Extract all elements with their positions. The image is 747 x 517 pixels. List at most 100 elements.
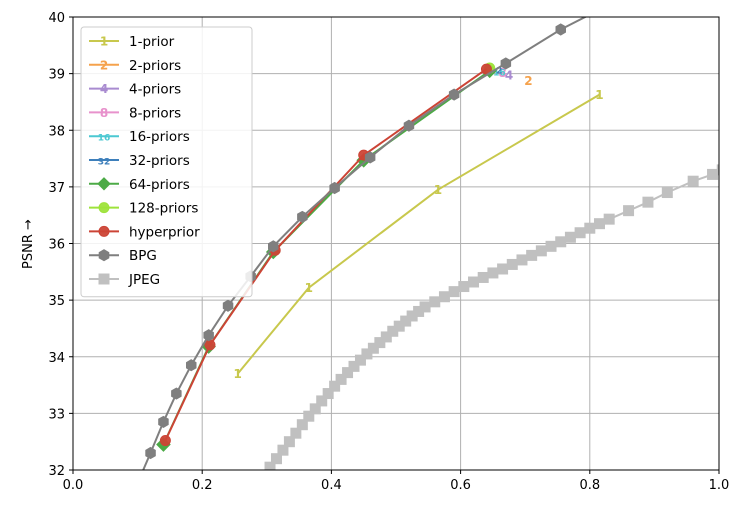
x-tick-label: 0.0 [63,478,84,493]
data-point: 1 [595,88,603,102]
data-point [526,249,538,261]
data-point [186,359,197,372]
data-point: 8 [498,66,506,80]
data-point [204,339,216,351]
data-point [348,360,360,372]
data-point [429,296,441,308]
legend-item: hyperprior [89,224,200,240]
svg-text:16: 16 [98,134,111,144]
data-point [159,435,171,447]
y-axis: 32 33 34 35 36 37 38 39 40 [48,11,73,479]
legend-label: JPEG [128,272,160,288]
data-point [448,286,460,298]
y-tick-label: 36 [48,238,65,253]
legend-swatch-marker: 16 [98,134,111,144]
data-point [222,299,234,312]
x-tick-label: 1.0 [709,478,730,493]
data-point [171,387,182,400]
data-point [268,240,279,253]
data-point [687,175,699,187]
legend-item: 8 8-priors [89,105,181,121]
legend-swatch-marker: 4 [100,82,108,96]
data-point [500,57,512,70]
y-axis-label: PSNR → [21,219,36,269]
legend-item: JPEG [89,272,160,288]
legend-item: 128-priors [89,201,198,217]
series-8-priors: 8 [498,66,506,80]
data-point [145,446,156,460]
data-point [448,88,460,101]
legend-label: 1-prior [129,34,175,50]
svg-text:1: 1 [595,88,603,102]
svg-text:4: 4 [100,82,108,96]
legend: 1 1-prior 2 2-priors 4 4-priors 8 8-priors 16 16-… [80,26,253,298]
data-point [661,187,673,199]
data-point [584,222,596,234]
svg-text:2: 2 [100,58,108,72]
data-point [593,218,605,230]
series-4-priors: 4 [505,68,513,82]
data-point: 1 [434,183,442,197]
data-point [419,301,431,313]
data-point [468,276,480,288]
legend-swatch-marker [98,249,110,262]
data-point [516,254,528,266]
legend-item: 4 4-priors [89,82,181,98]
data-point [642,196,654,208]
data-point [296,419,308,431]
data-point [264,461,276,470]
data-point [297,210,308,223]
x-tick-label: 0.2 [192,478,213,493]
series-layer: 11112481632 [142,17,719,470]
data-point [707,168,719,180]
data-point [603,213,615,225]
legend-label: 64-priors [129,177,190,193]
data-point [374,337,386,349]
data-point [438,291,450,303]
y-tick-label: 34 [48,351,65,366]
legend-swatch-marker: 32 [98,158,111,168]
legend-item: 32 32-priors [89,153,190,169]
data-point: 16 [493,68,506,78]
data-point [361,348,373,360]
x-tick-label: 0.6 [450,478,471,493]
data-point [487,267,499,279]
svg-text:32: 32 [98,158,111,168]
legend-swatch-marker [98,225,110,237]
legend-box [80,26,253,298]
data-point [555,23,566,36]
data-point [623,205,635,217]
legend-item: 1 1-prior [89,34,175,50]
legend-item: 64-priors [89,177,190,193]
data-point [403,119,415,132]
legend-label: 2-priors [129,58,181,74]
data-point: 1 [234,367,242,381]
data-point [364,151,376,164]
data-point [555,236,567,248]
data-point [203,329,214,342]
y-tick-label: 39 [48,68,65,83]
legend-swatch-marker [98,273,110,285]
data-point [277,444,289,456]
svg-text:2: 2 [524,74,532,88]
y-tick-label: 40 [48,11,65,26]
series-1-prior: 1 1 1 1 [234,88,604,381]
y-tick-label: 38 [48,124,65,139]
data-point [497,263,509,275]
svg-text:4: 4 [505,68,513,82]
series-16-priors: 16 [493,68,506,78]
data-point: 4 [505,68,513,82]
svg-text:16: 16 [493,68,506,78]
legend-label: BPG [129,248,157,264]
data-point [506,258,518,270]
data-point [303,410,315,422]
data-point [335,373,347,385]
svg-text:1: 1 [234,367,242,381]
svg-text:1: 1 [434,183,442,197]
y-tick-label: 37 [48,181,65,196]
data-point [322,388,334,400]
legend-item: 2 2-priors [89,58,181,74]
data-point: 1 [305,281,313,295]
series-2-priors: 2 [524,74,532,88]
